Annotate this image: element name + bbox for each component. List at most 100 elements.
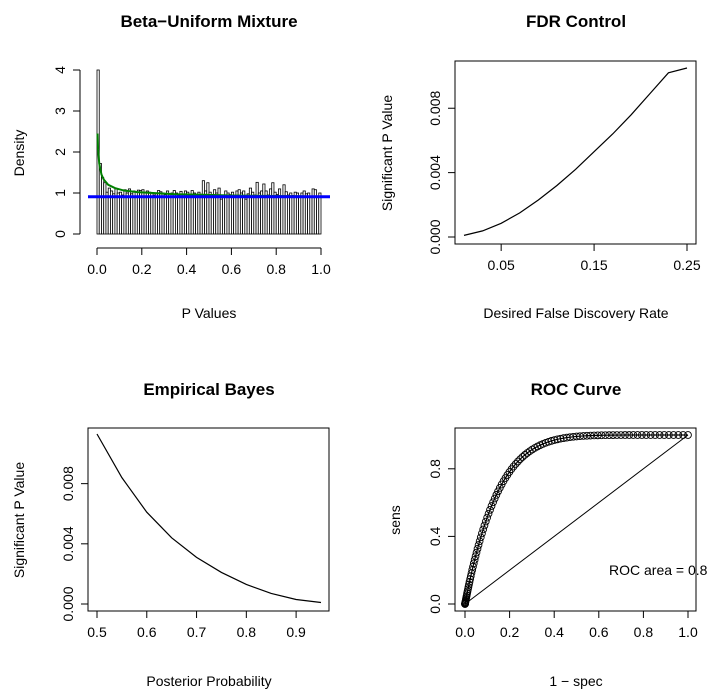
x-tick-label: 0.0 bbox=[455, 624, 475, 640]
roc-point bbox=[518, 453, 527, 461]
roc-point bbox=[490, 494, 499, 503]
roc-point bbox=[475, 537, 484, 546]
x-tick-label: 0.25 bbox=[673, 257, 700, 273]
panel-empirical-bayes: Empirical Bayes Posterior Probability Si… bbox=[11, 380, 330, 689]
roc-point bbox=[625, 431, 634, 439]
diagonal-reference-line bbox=[464, 434, 689, 605]
roc-point bbox=[679, 431, 687, 439]
x-tick-label: 1.0 bbox=[311, 261, 331, 277]
roc-point bbox=[480, 521, 489, 530]
roc-point bbox=[674, 431, 683, 439]
roc-point bbox=[483, 513, 491, 522]
roc-point bbox=[473, 544, 482, 553]
x-axis-label: 1 − spec bbox=[549, 673, 602, 689]
roc-point bbox=[474, 541, 483, 549]
roc-point bbox=[469, 562, 477, 571]
roc-point bbox=[521, 451, 529, 459]
x-tick-label: 1.0 bbox=[678, 624, 698, 640]
roc-point bbox=[481, 517, 490, 526]
roc-point bbox=[664, 431, 673, 439]
roc-points bbox=[461, 431, 692, 608]
roc-point bbox=[651, 431, 659, 439]
roc-point bbox=[509, 462, 518, 471]
x-tick-label: 0.05 bbox=[488, 257, 515, 273]
y-ticks: 0.000 0.004 0.008 bbox=[427, 91, 455, 255]
y-tick-label: 0.004 bbox=[60, 526, 76, 561]
panel-fdr-control: FDR Control Desired False Discovery Rate… bbox=[379, 12, 701, 321]
x-tick-label: 0.4 bbox=[177, 261, 197, 277]
roc-point bbox=[617, 431, 625, 439]
x-tick-label: 0.0 bbox=[87, 261, 107, 277]
plot-box bbox=[454, 427, 697, 612]
y-tick-label: 0.000 bbox=[60, 586, 76, 621]
plot-box bbox=[87, 427, 330, 612]
chart-title: ROC Curve bbox=[531, 380, 622, 399]
panel-beta-uniform-mixture: Beta−Uniform Mixture P Values Density 0.… bbox=[11, 12, 331, 321]
roc-point bbox=[629, 431, 638, 439]
roc-point bbox=[492, 491, 501, 499]
roc-point bbox=[472, 548, 481, 557]
roc-point bbox=[593, 431, 602, 440]
y-tick-label: 0.0 bbox=[427, 594, 443, 614]
x-ticks: 0.0 0.2 0.4 0.6 0.8 1.0 bbox=[455, 611, 698, 640]
roc-point bbox=[476, 533, 485, 542]
histogram-bars bbox=[96, 69, 322, 235]
roc-point bbox=[660, 431, 669, 439]
roc-point bbox=[646, 431, 655, 439]
chart-title: FDR Control bbox=[526, 12, 626, 31]
roc-point bbox=[470, 555, 479, 564]
x-tick-label: 0.5 bbox=[87, 624, 107, 640]
roc-point bbox=[621, 431, 629, 439]
roc-point bbox=[478, 529, 486, 538]
roc-point bbox=[609, 431, 617, 439]
y-tick-label: 0.000 bbox=[427, 219, 443, 254]
y-tick-label: 1 bbox=[52, 189, 68, 197]
x-tick-label: 0.4 bbox=[544, 624, 564, 640]
roc-point bbox=[633, 431, 642, 439]
roc-point bbox=[466, 575, 474, 583]
x-ticks: 0.05 0.15 0.25 bbox=[488, 244, 701, 273]
roc-point bbox=[642, 431, 651, 439]
x-tick-label: 0.8 bbox=[266, 261, 286, 277]
roc-point bbox=[550, 436, 559, 444]
y-tick-label: 0.004 bbox=[427, 155, 443, 190]
roc-point bbox=[489, 498, 497, 507]
roc-point bbox=[684, 431, 692, 439]
x-tick-label: 0.6 bbox=[137, 624, 157, 640]
roc-point bbox=[471, 552, 480, 561]
roc-point bbox=[669, 431, 678, 439]
y-axis-label: sens bbox=[387, 505, 403, 535]
roc-point bbox=[484, 509, 493, 518]
roc-point bbox=[655, 431, 664, 439]
plot-box bbox=[454, 60, 697, 245]
y-axis-label: Significant P Value bbox=[379, 95, 395, 211]
panel-roc-curve: ROC Curve 1 − spec sens ROC area = 0.872… bbox=[387, 380, 708, 689]
fdr-curve bbox=[463, 67, 688, 236]
y-axis-label: Density bbox=[11, 130, 27, 177]
roc-point bbox=[516, 455, 525, 464]
x-tick-label: 0.7 bbox=[187, 624, 207, 640]
y-tick-label: 0.4 bbox=[427, 526, 443, 546]
histogram-bar bbox=[318, 192, 322, 235]
x-tick-label: 0.9 bbox=[286, 624, 306, 640]
roc-point bbox=[469, 559, 478, 568]
x-tick-label: 0.8 bbox=[237, 624, 257, 640]
roc-point bbox=[486, 505, 494, 514]
bayes-curve bbox=[96, 433, 322, 604]
x-tick-label: 0.6 bbox=[222, 261, 242, 277]
roc-point bbox=[638, 431, 646, 439]
y-ticks: 0.000 0.004 0.008 bbox=[60, 466, 88, 622]
y-tick-label: 2 bbox=[52, 148, 68, 156]
roc-point bbox=[605, 431, 613, 439]
roc-point bbox=[514, 457, 522, 466]
y-tick-label: 3 bbox=[52, 107, 68, 115]
y-tick-label: 0.8 bbox=[427, 459, 443, 479]
y-tick-label: 0.008 bbox=[60, 466, 76, 501]
roc-point bbox=[553, 435, 562, 444]
roc-point bbox=[507, 465, 516, 474]
roc-point bbox=[597, 431, 606, 440]
x-tick-label: 0.15 bbox=[580, 257, 607, 273]
roc-point bbox=[590, 431, 598, 440]
x-ticks: 0.0 0.2 0.4 0.6 0.8 1.0 bbox=[87, 248, 331, 277]
